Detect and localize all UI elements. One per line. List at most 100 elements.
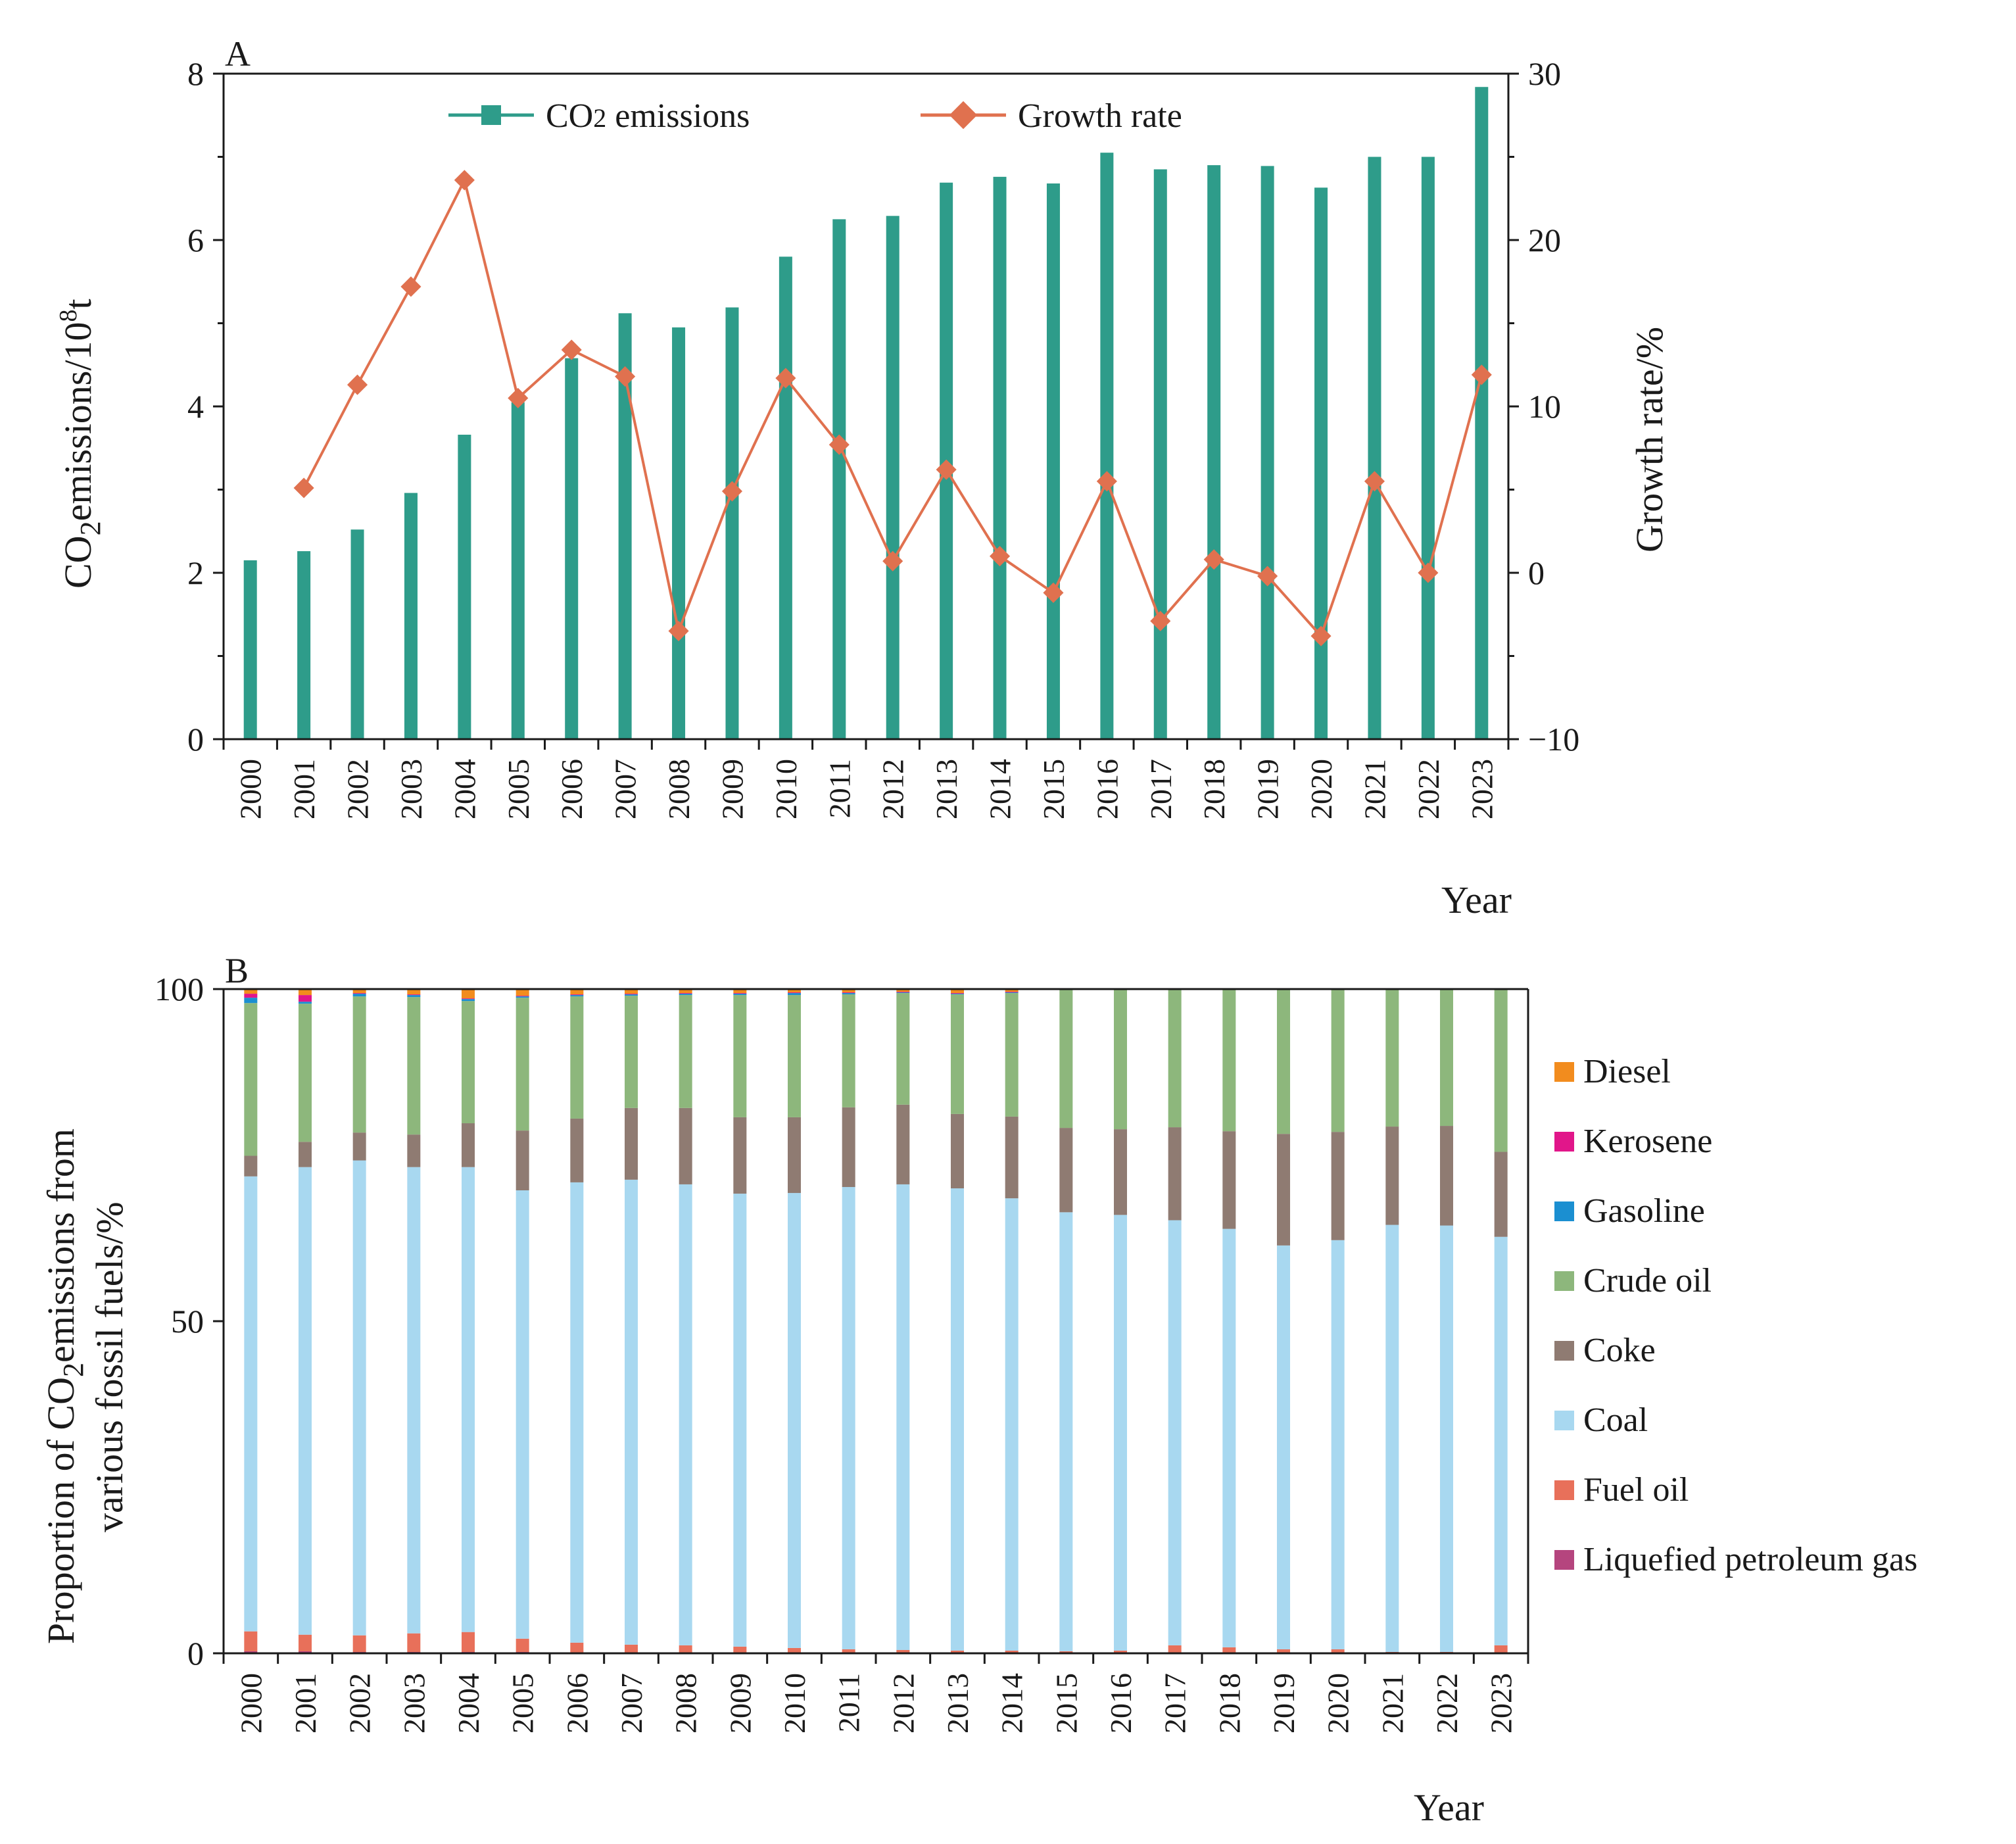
legend-label-coke: Coke [1583,1332,1656,1369]
panel-a-label: A [225,34,251,74]
bar-segment-coal-2003 [407,1167,421,1634]
panel-b-year-label-2013: 2013 [941,1673,974,1734]
year-label-2009: 2009 [715,759,749,819]
panel-b-year-label-2019: 2019 [1267,1673,1301,1734]
co2-bar-2012 [886,216,900,739]
bar-segment-coke-2000 [244,1155,258,1177]
bar-segment-coke-2003 [407,1134,421,1167]
growth-rate-point-2007 [615,366,636,387]
bar-segment-crude-oil-2015 [1059,990,1073,1128]
bar-segment-crude-oil-2014 [1005,993,1019,1117]
co2-bar-2023 [1475,87,1489,740]
left-y-tick-label-0: 0 [187,721,204,758]
co2-bar-2018 [1207,165,1221,739]
bar-segment-kerosene-2004 [462,998,475,1000]
bar-segment-fuel-oil-2021 [1385,1651,1399,1653]
left-y-tick-label-2: 2 [187,554,204,591]
bar-segment-diesel-2006 [570,989,584,995]
year-label-2013: 2013 [930,759,963,819]
bar-segment-crude-oil-2001 [299,1004,312,1142]
panel-b-year-label-2008: 2008 [669,1673,703,1734]
left-y-tick-label-6: 6 [187,222,204,258]
panel-b-year-label-2018: 2018 [1212,1673,1246,1734]
year-label-2020: 2020 [1305,759,1338,819]
bar-segment-coke-2019 [1277,1134,1290,1246]
bar-segment-diesel-2011 [842,989,855,993]
co2-bar-2008 [672,327,686,739]
panel-b-year-label-2020: 2020 [1322,1673,1355,1734]
year-label-2004: 2004 [448,759,481,819]
bar-segment-fuel-oil-2001 [299,1634,312,1651]
growth-rate-point-2015 [1043,582,1064,603]
bar-segment-coal-2017 [1168,1220,1182,1645]
bar-segment-gasoline-2005 [516,996,529,998]
bar-segment-crude-oil-2013 [951,994,964,1114]
bar-segment-gasoline-2003 [407,995,421,998]
right-y-tick-label-10: 10 [1528,388,1561,425]
year-label-2014: 2014 [984,759,1017,819]
co2-bar-2021 [1368,157,1381,739]
panel-b-y-axis-title-line1: Proportion of CO2emissions from [39,1128,89,1644]
legend-label-diesel: Diesel [1583,1053,1671,1090]
year-label-2001: 2001 [287,759,321,819]
co2-emission-bars [243,87,1489,740]
bar-segment-coal-2010 [788,1193,801,1648]
bar-segment-coal-2014 [1005,1198,1019,1651]
bar-segment-crude-oil-2006 [570,996,584,1119]
panel-a-ticks: 0 2 4 6 8 −10 0 10 20 30 [187,55,1579,758]
bar-segment-diesel-2008 [679,989,692,994]
year-label-2000: 2000 [234,759,268,819]
left-y-tick-label-8: 8 [187,55,204,92]
legend-label-liquefied-petroleum-gas: Liquefied petroleum gas [1583,1541,1917,1578]
bar-segment-kerosene-2002 [352,993,366,994]
bar-segment-fuel-oil-2015 [1059,1651,1073,1653]
bar-segment-coal-2002 [352,1160,366,1636]
bar-segment-crude-oil-2021 [1385,989,1399,1127]
legend-swatch-liquefied-petroleum-gas [1554,1550,1574,1570]
co2-bar-2009 [725,307,739,740]
panel-b-year-label-2006: 2006 [560,1673,594,1734]
growth-rate-point-2001 [293,477,314,498]
year-label-2021: 2021 [1358,759,1391,819]
year-label-2008: 2008 [662,759,696,819]
bar-segment-coke-2007 [625,1107,638,1180]
bar-segment-crude-oil-2011 [842,994,855,1107]
growth-rate-point-2016 [1096,471,1117,492]
legend-growth-marker [949,101,978,130]
panel-b-year-label-2004: 2004 [452,1673,485,1734]
bar-segment-coke-2010 [788,1117,801,1194]
bar-segment-fuel-oil-2007 [625,1644,638,1653]
legend-swatch-diesel [1554,1062,1574,1082]
bar-segment-coke-2021 [1385,1127,1399,1225]
panel-b-year-label-2014: 2014 [996,1673,1029,1734]
bar-segment-crude-oil-2003 [407,997,421,1135]
bar-segment-coal-2000 [244,1176,258,1632]
bar-segment-fuel-oil-2011 [842,1649,855,1653]
growth-rate-point-2014 [989,546,1011,567]
co2-bar-2010 [779,256,792,739]
bar-segment-gasoline-2009 [733,994,747,996]
panel-b-year-label-2012: 2012 [886,1673,920,1734]
panel-b-year-label-2023: 2023 [1485,1673,1518,1734]
bar-segment-coke-2008 [679,1107,692,1184]
panel-b-y-tick-label-0: 0 [187,1635,204,1672]
bar-segment-coal-2006 [570,1182,584,1643]
bar-segment-coal-2011 [842,1186,855,1649]
bar-segment-gasoline-2006 [570,995,584,997]
bar-segment-diesel-2007 [625,989,638,994]
bar-segment-diesel-2001 [299,989,312,996]
bar-segment-fuel-oil-2006 [570,1642,584,1653]
bar-segment-coke-2012 [896,1104,910,1184]
bar-segment-liquefied-petroleum-gas-2001 [299,1651,312,1653]
bar-segment-crude-oil-2000 [244,1003,258,1156]
bar-segment-coal-2008 [679,1184,692,1645]
panel-b-year-label-2001: 2001 [289,1673,322,1734]
bar-segment-fuel-oil-2017 [1168,1645,1182,1653]
panel-b-year-labels: 2000 2001 2002 2003 2004 2005 2006 2007 2008 2009… [234,1673,1518,1734]
bar-segment-gasoline-2012 [896,992,910,994]
bar-segment-crude-oil-2010 [788,995,801,1117]
legend-label-coal: Coal [1583,1401,1648,1439]
